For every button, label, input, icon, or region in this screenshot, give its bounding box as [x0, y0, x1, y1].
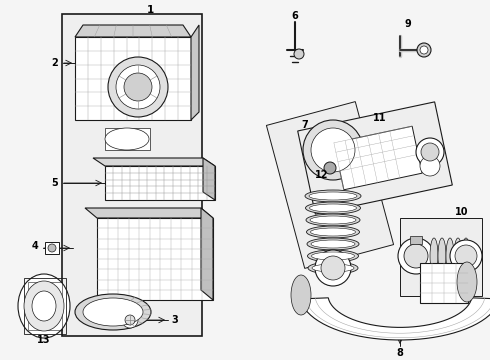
- Ellipse shape: [457, 262, 477, 302]
- Circle shape: [321, 256, 345, 280]
- Ellipse shape: [307, 238, 359, 250]
- Ellipse shape: [105, 128, 149, 150]
- Ellipse shape: [18, 274, 70, 338]
- Circle shape: [48, 244, 56, 252]
- Ellipse shape: [32, 291, 56, 321]
- Polygon shape: [203, 158, 215, 200]
- Circle shape: [455, 245, 477, 267]
- Text: 1: 1: [147, 5, 154, 15]
- Ellipse shape: [310, 216, 356, 224]
- Ellipse shape: [24, 281, 64, 331]
- Circle shape: [124, 73, 152, 101]
- Ellipse shape: [291, 275, 311, 315]
- Polygon shape: [105, 166, 215, 200]
- Polygon shape: [85, 208, 213, 218]
- Ellipse shape: [309, 192, 357, 200]
- Text: 11: 11: [373, 113, 387, 123]
- Bar: [28, 282, 62, 330]
- Circle shape: [420, 46, 428, 54]
- Text: 8: 8: [396, 348, 403, 358]
- Polygon shape: [201, 208, 213, 300]
- Ellipse shape: [454, 238, 462, 274]
- Ellipse shape: [312, 252, 354, 260]
- Ellipse shape: [305, 202, 361, 214]
- Circle shape: [450, 240, 482, 272]
- Ellipse shape: [305, 190, 361, 202]
- Circle shape: [398, 238, 434, 274]
- Polygon shape: [97, 218, 213, 300]
- Circle shape: [303, 120, 363, 180]
- Ellipse shape: [308, 262, 358, 274]
- Ellipse shape: [311, 228, 356, 236]
- Circle shape: [108, 57, 168, 117]
- Ellipse shape: [306, 214, 360, 226]
- Circle shape: [417, 43, 431, 57]
- Ellipse shape: [310, 204, 357, 212]
- Ellipse shape: [430, 238, 438, 274]
- Bar: [105, 128, 150, 150]
- Ellipse shape: [83, 298, 143, 326]
- Circle shape: [420, 156, 440, 176]
- Bar: [334, 126, 422, 190]
- Text: 4: 4: [32, 241, 38, 251]
- Ellipse shape: [438, 238, 446, 274]
- Polygon shape: [75, 37, 191, 120]
- Bar: [400, 218, 482, 296]
- Ellipse shape: [307, 226, 360, 238]
- Circle shape: [294, 49, 304, 59]
- Circle shape: [122, 312, 138, 328]
- Ellipse shape: [308, 250, 359, 262]
- Bar: [267, 102, 393, 269]
- Bar: [45, 242, 59, 254]
- Text: 2: 2: [51, 58, 58, 68]
- Bar: [420, 263, 468, 303]
- Bar: [24, 278, 66, 334]
- Circle shape: [416, 138, 444, 166]
- Text: 6: 6: [292, 11, 298, 21]
- Bar: [62, 14, 202, 336]
- Ellipse shape: [446, 238, 454, 274]
- Bar: [298, 102, 452, 214]
- Text: 5: 5: [51, 178, 58, 188]
- Circle shape: [125, 315, 135, 325]
- Circle shape: [315, 250, 351, 286]
- Text: 3: 3: [172, 315, 178, 325]
- Text: 10: 10: [455, 207, 469, 217]
- Circle shape: [311, 128, 355, 172]
- Ellipse shape: [462, 238, 470, 274]
- Text: 9: 9: [405, 19, 412, 29]
- Polygon shape: [300, 298, 490, 340]
- Bar: [410, 236, 422, 244]
- Polygon shape: [191, 25, 199, 120]
- Ellipse shape: [311, 240, 355, 248]
- Ellipse shape: [75, 294, 151, 330]
- Text: 7: 7: [302, 120, 308, 130]
- Circle shape: [404, 244, 428, 268]
- Polygon shape: [93, 158, 215, 166]
- Circle shape: [116, 65, 160, 109]
- Circle shape: [324, 162, 336, 174]
- Polygon shape: [75, 25, 191, 37]
- Text: 13: 13: [37, 335, 51, 345]
- Ellipse shape: [312, 264, 354, 272]
- Text: 12: 12: [315, 170, 329, 180]
- Circle shape: [421, 143, 439, 161]
